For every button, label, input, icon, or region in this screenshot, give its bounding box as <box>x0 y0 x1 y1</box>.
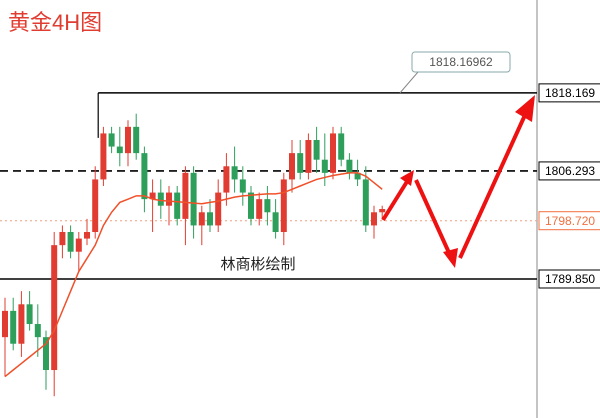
candle-body <box>92 179 99 233</box>
candle-body <box>198 212 205 226</box>
candle-body <box>100 133 107 180</box>
candle-body <box>190 172 197 226</box>
candle-body <box>149 192 156 200</box>
candle-body <box>272 212 279 233</box>
candle-body <box>174 192 181 219</box>
arrow <box>458 114 527 259</box>
candle-body <box>51 245 58 371</box>
arrowhead <box>515 95 535 122</box>
candle-body <box>330 133 336 173</box>
candle-body <box>207 212 213 226</box>
candle-body <box>239 179 246 193</box>
candle-body <box>141 153 148 200</box>
annotation-box <box>411 51 511 73</box>
candle-body <box>75 238 82 252</box>
price-label-box <box>538 269 600 289</box>
arrow <box>381 178 410 222</box>
price-label: 1818.169 <box>545 86 595 100</box>
watermark: 林商彬绘制 <box>220 256 295 273</box>
candle-body <box>313 139 320 160</box>
arrow <box>414 179 452 256</box>
candle-body <box>2 310 8 338</box>
arrowhead <box>443 248 458 268</box>
candle-body <box>289 153 295 180</box>
candle-body <box>10 310 17 344</box>
candle-body <box>157 192 164 206</box>
candle-body <box>59 232 66 246</box>
candle-body <box>26 304 33 325</box>
candle-body <box>133 126 140 154</box>
candle-body <box>297 153 304 173</box>
arrowhead <box>400 170 414 186</box>
price-label-box <box>538 161 600 181</box>
candle-body <box>321 159 328 173</box>
candle-body <box>280 179 287 233</box>
candle-body <box>264 199 271 213</box>
candle-body <box>18 304 25 344</box>
candle-body <box>379 209 386 213</box>
candle-body <box>125 126 131 154</box>
price-label: 1798.720 <box>545 214 595 228</box>
price-label-box <box>538 211 600 231</box>
annotation-leader <box>399 71 419 94</box>
candle-body <box>231 166 238 180</box>
chart-title: 黄金4H图 <box>8 10 102 35</box>
candle-body <box>84 232 90 239</box>
candle-body <box>223 166 230 193</box>
candle-body <box>354 172 361 180</box>
candle-body <box>338 133 345 160</box>
candle-body <box>215 192 222 226</box>
price-label: 1806.293 <box>545 164 595 178</box>
candle-body <box>67 232 74 252</box>
candle-body <box>34 324 41 338</box>
price-label-box <box>538 83 600 103</box>
candle-body <box>256 199 263 219</box>
projection-arrows <box>381 95 535 268</box>
candle-body <box>43 337 49 371</box>
annotation-label: 1818.16962 <box>429 55 493 69</box>
candle-body <box>166 192 172 206</box>
price-label: 1789.850 <box>545 272 595 286</box>
moving-average <box>4 172 383 378</box>
candle-body <box>362 179 369 226</box>
candle-body <box>346 159 353 173</box>
candle-body <box>182 172 189 219</box>
candle-body <box>371 212 377 226</box>
candle-body <box>248 192 254 219</box>
candle-body <box>108 133 115 147</box>
candle-body <box>305 139 312 173</box>
candle-body <box>116 146 123 154</box>
